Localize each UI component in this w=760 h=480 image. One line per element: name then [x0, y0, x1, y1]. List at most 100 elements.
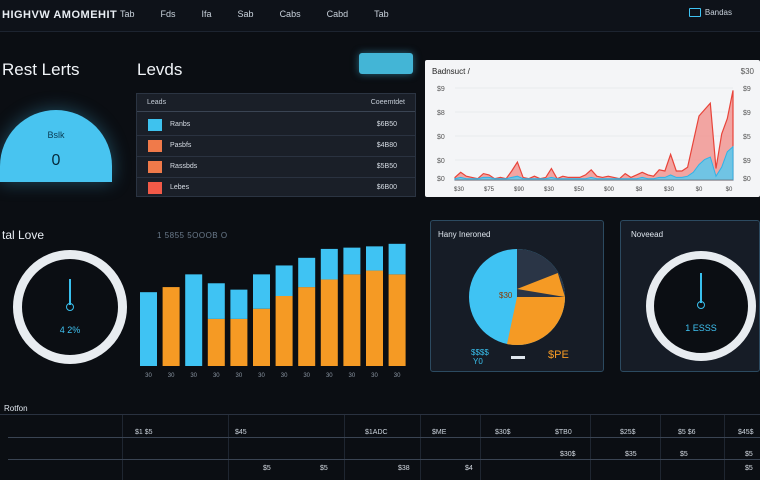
y-right-tick: $9 — [743, 86, 751, 93]
line-chart-title: Badnsuct / — [432, 67, 470, 76]
nav-item-6[interactable]: Cabd — [326, 9, 349, 19]
row-value: $6B50 — [376, 121, 397, 128]
line-chart-panel: Badnsuct / $30 $9 $8 $0 $0 $0 $9 $9 $5 $9 $0 $30 $7… — [425, 60, 760, 197]
bar-orange — [275, 296, 293, 366]
action-button[interactable] — [359, 53, 413, 74]
bar-x-tick: 30 — [236, 373, 243, 379]
table-cell: $5 — [745, 451, 753, 458]
table-row[interactable]: Lebes $6B00 — [137, 178, 415, 199]
bar-blue — [320, 248, 338, 280]
gauge-label: Bslk — [47, 130, 65, 140]
y-axis-tick: $0 — [437, 158, 445, 165]
bottom-table-title: Rotfon — [4, 404, 28, 413]
table-cell: $30$ — [560, 451, 576, 458]
bar-x-tick: 30 — [258, 373, 265, 379]
table-row[interactable]: Pasbfs $4B80 — [137, 136, 415, 157]
y-axis-tick: $8 — [437, 110, 445, 117]
table-row[interactable]: Rassbds $5B50 — [137, 157, 415, 178]
bar-blue — [343, 247, 361, 275]
table-cell: $5 — [320, 465, 328, 472]
row-label: Ranbs — [170, 121, 191, 128]
table-cell: $5 — [680, 451, 688, 458]
bar-orange — [253, 308, 270, 366]
table-header-cell[interactable]: $ME — [432, 429, 447, 436]
bar-x-tick: 30 — [303, 373, 310, 379]
color-swatch — [148, 161, 162, 173]
levels-title: Levds — [137, 60, 183, 79]
table-header-cell[interactable]: $30$ — [495, 429, 511, 436]
bar-orange — [207, 318, 225, 366]
bar-x-tick: 30 — [349, 373, 356, 379]
x-axis-tick: $30 — [664, 187, 675, 193]
pie-slice — [507, 297, 565, 346]
right-dial: 1 ESSS — [646, 251, 756, 361]
bar-orange — [298, 287, 316, 366]
x-axis-tick: $50 — [574, 187, 585, 193]
total-love-title: tal Love — [2, 228, 45, 242]
table-cell: $38 — [398, 465, 410, 472]
bar-x-tick: 30 — [168, 373, 175, 379]
pie-legend-c: $PE — [548, 349, 569, 361]
x-axis-tick: $30 — [544, 187, 555, 193]
bar-orange — [320, 279, 338, 366]
levels-head-right: Coeemtdet — [370, 99, 405, 106]
row-value: $4B80 — [376, 142, 397, 149]
table-cell: $5 — [263, 465, 271, 472]
table-header-cell[interactable]: $TB0 — [555, 429, 572, 436]
nav-item-1[interactable]: Tab — [120, 9, 135, 19]
x-axis-tick: $30 — [454, 187, 465, 193]
top-bar: HIGHVW AMOMEHIT Tab Fds Ifa Sab Cabs Cab… — [0, 0, 760, 32]
table-cell: $4 — [465, 465, 473, 472]
nav-item-3[interactable]: Ifa — [201, 9, 212, 19]
pie-legend-b: Y0 — [473, 357, 483, 366]
table-header-cell[interactable]: $45 — [235, 429, 247, 436]
table-header-cell[interactable]: $25$ — [620, 429, 636, 436]
gauge-value: 0 — [51, 152, 61, 169]
nav-item-5[interactable]: Cabs — [279, 9, 301, 19]
monitor-icon — [688, 8, 701, 17]
dial-panel: Noveead 1 ESSS — [620, 220, 760, 372]
series-blue-area — [454, 145, 734, 181]
table-row[interactable]: Ranbs $6B50 — [137, 115, 415, 136]
bar-blue — [253, 274, 270, 309]
y-axis-tick: $0 — [437, 176, 445, 183]
bar-orange — [230, 318, 248, 366]
color-swatch — [148, 119, 162, 131]
row-value: $5B50 — [376, 163, 397, 170]
table-header-cell[interactable]: $5 $6 — [678, 429, 696, 436]
dial-needle — [700, 273, 702, 303]
nav-item-7[interactable]: Tab — [374, 9, 389, 19]
pie-center-label: $30 — [499, 291, 513, 300]
table-header-cell[interactable]: $1ADC — [365, 429, 388, 436]
bar-blue — [185, 274, 203, 366]
bar-blue — [366, 246, 383, 271]
table-column-divider — [420, 415, 421, 480]
table-column-divider — [480, 415, 481, 480]
table-header-cell[interactable]: $1 $5 — [135, 429, 153, 436]
bar-orange — [388, 274, 406, 366]
table-column-divider — [724, 415, 725, 480]
line-chart: $9 $8 $0 $0 $0 $9 $9 $5 $9 $0 $30 $75 $90 $30 $50 $00 $8… — [437, 86, 751, 193]
semicircle-gauge: Bslk 0 — [0, 110, 112, 182]
nav-item-2[interactable]: Fds — [160, 9, 176, 19]
x-axis-tick: $75 — [484, 187, 495, 193]
table-column-divider — [660, 415, 661, 480]
nav-item-4[interactable]: Sab — [237, 9, 254, 19]
levels-table-header: Leads Coeemtdet — [137, 94, 415, 112]
dial-knob — [697, 301, 705, 309]
table-header-cell[interactable]: $45$ — [738, 429, 754, 436]
pie-legend-divider — [511, 356, 525, 359]
bottom-data-table: $1 $5 $45 $1ADC $ME $30$ $TB0 $25$ $5 $6 $45$ $5 $… — [0, 414, 760, 480]
rest-alerts-title: Rest Lerts — [2, 60, 80, 79]
bar-blue — [298, 257, 316, 288]
dial-knob — [66, 303, 74, 311]
top-right-control[interactable]: Bandas — [688, 8, 732, 17]
line-chart-top-value: $30 — [740, 67, 754, 76]
top-nav: Tab Fds Ifa Sab Cabs Cabd Tab — [120, 9, 415, 19]
pie-slice — [517, 273, 565, 297]
top-right-label: Bandas — [704, 8, 732, 17]
x-axis-tick: $0 — [726, 187, 733, 193]
row-value: $6B00 — [376, 184, 397, 191]
bar-orange — [343, 274, 361, 366]
levels-head-left: Leads — [147, 99, 167, 106]
